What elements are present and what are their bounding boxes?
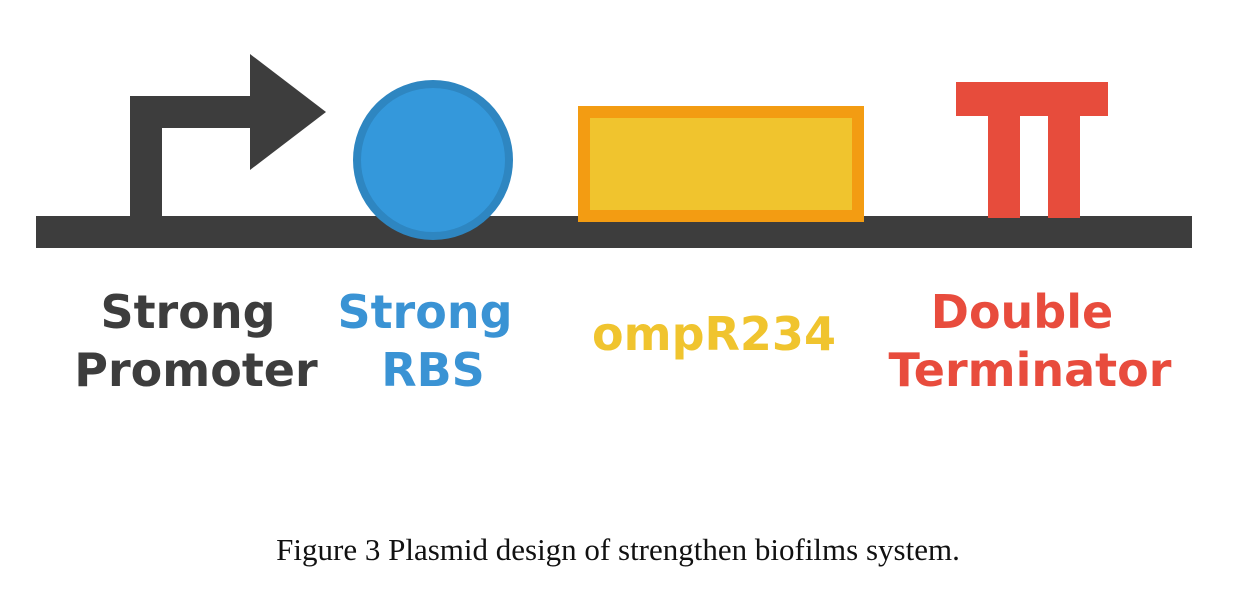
rbs-label: Strong RBS	[337, 285, 528, 397]
terminator-icon	[956, 82, 1108, 218]
cds-label-line-1: ompR234	[592, 307, 836, 361]
promoter-label-line-2: Promoter	[74, 343, 318, 397]
rbs-label-line-2: RBS	[381, 343, 485, 397]
terminator-leg-left	[988, 112, 1020, 218]
promoter-label-line-1: Strong	[100, 285, 275, 339]
terminator-label-line-2: Terminator	[889, 343, 1172, 397]
terminator-bar	[956, 82, 1108, 116]
promoter-arm	[130, 96, 256, 128]
figure-caption: Figure 3 Plasmid design of strengthen bi…	[276, 532, 960, 567]
cds-label: ompR234	[592, 307, 836, 361]
terminator-leg-right	[1048, 112, 1080, 218]
terminator-label-line-1: Double	[931, 285, 1113, 339]
cds-icon	[578, 106, 864, 222]
promoter-arrowhead	[250, 54, 326, 170]
rbs-icon	[353, 80, 513, 240]
promoter-label: Strong Promoter	[74, 285, 318, 397]
promoter-icon	[130, 54, 326, 218]
rbs-label-line-1: Strong	[337, 285, 512, 339]
terminator-label: Double Terminator	[889, 285, 1172, 397]
